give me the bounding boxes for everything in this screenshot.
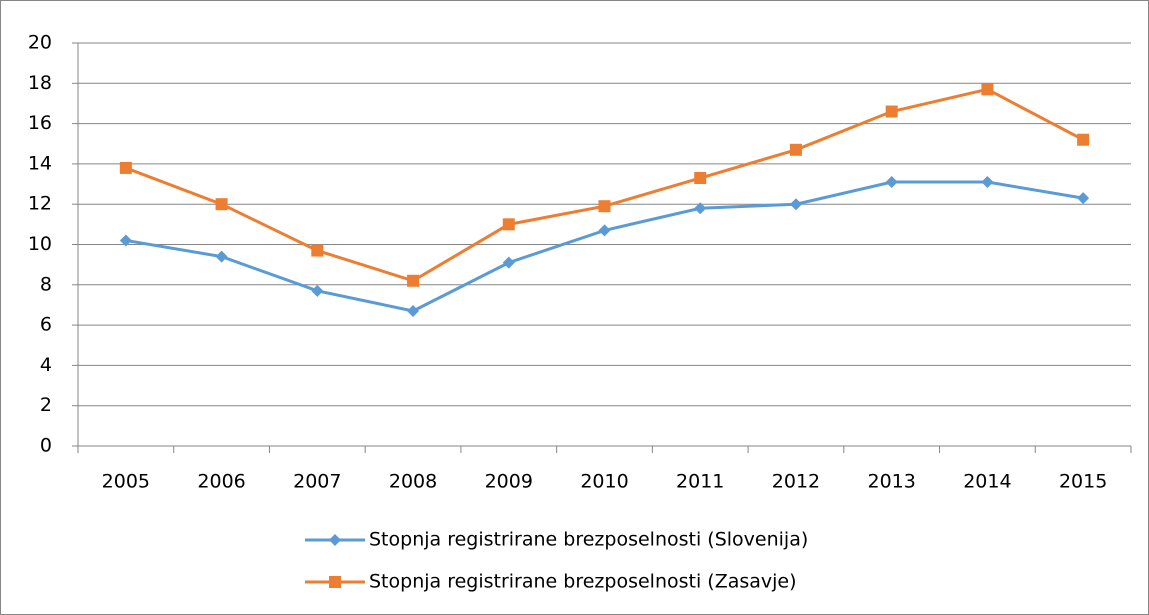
marker (311, 284, 324, 297)
marker (502, 218, 515, 231)
marker (407, 304, 420, 317)
marker (789, 198, 802, 211)
y-tick-label: 10 (28, 233, 52, 255)
marker (694, 172, 707, 185)
y-tick-label: 8 (40, 273, 52, 295)
x-tick-label: 2014 (963, 471, 1011, 493)
x-tick-label: 2010 (580, 471, 628, 493)
marker (119, 234, 132, 247)
marker (981, 176, 994, 189)
x-tick-label: 2012 (772, 471, 820, 493)
marker (1077, 192, 1090, 205)
y-tick-label: 0 (40, 435, 52, 457)
legend-label: Stopnja registrirane brezposelnosti (Zas… (369, 571, 797, 593)
marker (694, 202, 707, 215)
y-tick-label: 16 (28, 112, 52, 134)
y-tick-label: 6 (40, 314, 52, 336)
x-tick-label: 2015 (1059, 471, 1107, 493)
marker (215, 250, 228, 263)
marker (885, 176, 898, 189)
marker (598, 200, 611, 213)
y-tick-label: 18 (28, 72, 52, 94)
x-tick-label: 2013 (868, 471, 916, 493)
x-tick-label: 2005 (102, 471, 150, 493)
legend-label: Stopnja registrirane brezposelnosti (Slo… (369, 529, 808, 551)
marker (119, 161, 132, 174)
marker (407, 274, 420, 287)
y-tick-label: 12 (28, 193, 52, 215)
marker (329, 576, 341, 588)
x-tick-label: 2006 (197, 471, 245, 493)
marker (215, 198, 228, 211)
marker (885, 105, 898, 118)
marker (598, 224, 611, 237)
marker (329, 534, 341, 546)
y-tick-label: 4 (40, 354, 52, 376)
x-tick-label: 2007 (293, 471, 341, 493)
marker (789, 143, 802, 156)
marker (1077, 133, 1090, 146)
marker (981, 83, 994, 96)
y-tick-label: 20 (28, 32, 52, 54)
x-tick-label: 2008 (389, 471, 437, 493)
x-tick-label: 2011 (676, 471, 724, 493)
y-tick-label: 14 (28, 152, 52, 174)
y-tick-label: 2 (40, 394, 52, 416)
x-tick-label: 2009 (485, 471, 533, 493)
marker (502, 256, 515, 269)
marker (311, 244, 324, 257)
